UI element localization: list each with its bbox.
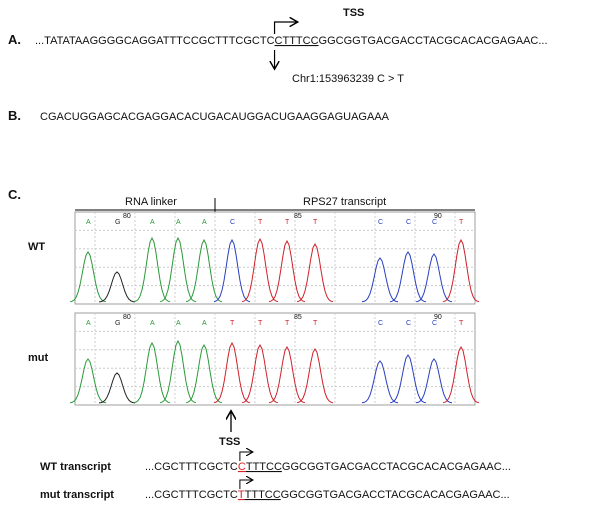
base-call: A: [176, 219, 181, 226]
variant-base: C: [238, 461, 246, 473]
trace-peak: [213, 238, 251, 303]
tss-arrow: [239, 452, 252, 461]
sample-label: WT: [28, 241, 45, 253]
trace-peak: [241, 343, 279, 404]
base-call: C: [432, 320, 437, 327]
base-call: G: [115, 320, 120, 327]
base-call: T: [258, 219, 263, 226]
trace-peak: [361, 257, 399, 303]
trace-peak: [296, 347, 334, 404]
transcript-label: mut transcript: [40, 489, 114, 501]
base-call: C: [378, 219, 383, 226]
tss-arrow: [239, 480, 252, 489]
position-number: 85: [294, 314, 302, 321]
sequence-part: GGCGGTGACGACCTACGCACACGAGAAC...: [319, 35, 548, 47]
trace-peak: [98, 372, 136, 404]
transcripts: WT transcript ...CGCTTTCGCTCCTTTCCGGCGGTG…: [40, 452, 511, 501]
trace-peak: [133, 341, 171, 404]
trace-peak: [133, 236, 171, 303]
trace-peak: [185, 343, 223, 404]
position-number: 80: [123, 314, 131, 321]
position-number: 90: [434, 213, 442, 220]
base-call: C: [432, 219, 437, 226]
variant-base: T: [238, 489, 245, 501]
region-label: RNA linker: [125, 196, 177, 208]
sequence-part: GGCGGTGACGACCTACGCACACGAGAAC...: [282, 461, 511, 473]
panel-label: C.: [8, 187, 21, 202]
panel-label: B.: [8, 108, 21, 123]
transcript-sequence: ...CGCTTTCGCTCCTTTCCGGCGGTGACGACCTACGCAC…: [145, 461, 511, 473]
chromatogram-frame: [74, 312, 476, 406]
base-call: A: [150, 219, 155, 226]
trace-peak: [159, 236, 197, 303]
base-call: C: [406, 320, 411, 327]
base-call: A: [86, 219, 91, 226]
trace-peak: [268, 239, 306, 303]
sequence-part: TTTCC: [246, 461, 282, 473]
base-call: A: [150, 320, 155, 327]
trace-peak: [442, 238, 480, 303]
trace-peak: [389, 354, 427, 404]
position-number: 85: [294, 213, 302, 220]
trace-peak: [213, 341, 251, 404]
genomic-sequence: ...TATATAAGGGGCAGGATTTCCGCTTTCGCTCCTTTCC…: [35, 35, 548, 47]
trace-peak: [69, 251, 107, 303]
position-number: 80: [123, 213, 131, 220]
base-call: T: [285, 219, 290, 226]
base-call: T: [285, 320, 290, 327]
trace-peak: [69, 358, 107, 404]
sequence-part: CTTTCC: [275, 35, 319, 47]
trace-peak: [415, 358, 453, 404]
position-number: 90: [434, 314, 442, 321]
base-call: T: [313, 320, 318, 327]
base-call: T: [258, 320, 263, 327]
tss-arrow: [273, 22, 297, 34]
base-call: T: [230, 320, 235, 327]
base-call: G: [115, 219, 120, 226]
transcript-label: WT transcript: [40, 461, 111, 473]
trace-peak: [241, 237, 279, 303]
base-call: A: [202, 219, 207, 226]
trace-peak: [159, 339, 197, 404]
base-call: A: [176, 320, 181, 327]
base-call: A: [202, 320, 207, 327]
transcript-sequence: ...CGCTTTCGCTCTTTTCCGGCGGTGACGACCTACGCAC…: [145, 489, 510, 501]
panel-label: A.: [8, 32, 21, 47]
rna-sequence: CGACUGGAGCACGAGGACACUGACAUGGACUGAAGGAGUA…: [40, 111, 390, 123]
sequence-part: TTTCC: [245, 489, 281, 501]
trace-peak: [268, 345, 306, 404]
trace-peak: [98, 271, 136, 303]
trace-peak: [415, 253, 453, 303]
region-label: RPS27 transcript: [303, 196, 386, 208]
sequence-part: GGCGGTGACGACCTACGCACACGAGAAC...: [281, 489, 510, 501]
base-call: T: [459, 219, 464, 226]
tss-label: TSS: [219, 436, 240, 448]
chromatogram-frame: [74, 211, 476, 305]
base-call: T: [313, 219, 318, 226]
base-call: C: [406, 219, 411, 226]
trace-peak: [361, 360, 399, 404]
trace-peak: [442, 345, 480, 404]
base-call: C: [378, 320, 383, 327]
sequence-part: ...CGCTTTCGCTC: [145, 489, 238, 501]
sequence-part: ...CGCTTTCGCTC: [145, 461, 238, 473]
base-call: T: [459, 320, 464, 327]
trace-peak: [389, 251, 427, 303]
sequence-part: ...TATATAAGGGGCAGGATTTCCGCTTTCGCTC: [35, 35, 275, 47]
sample-label: mut: [28, 352, 49, 364]
tss-label: TSS: [343, 7, 364, 19]
variant-label: Chr1:153963239 C > T: [292, 73, 404, 85]
trace-peak: [185, 238, 223, 303]
base-call: A: [86, 320, 91, 327]
base-call: C: [230, 219, 235, 226]
trace-peak: [296, 242, 334, 303]
